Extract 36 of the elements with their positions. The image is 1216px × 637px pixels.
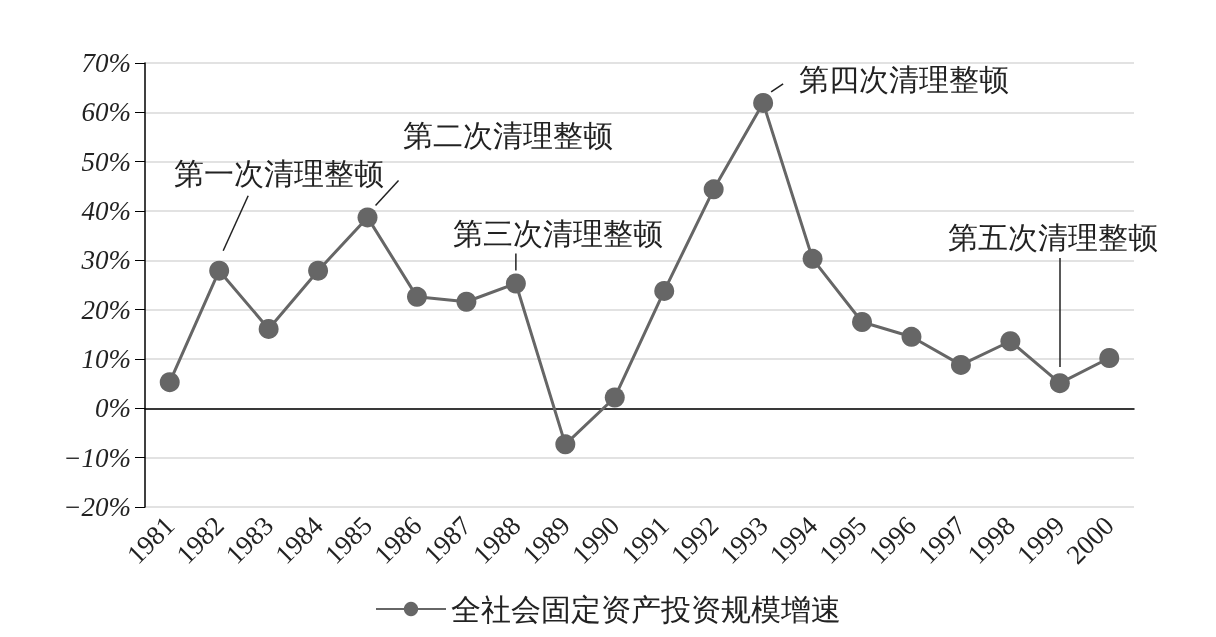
y-tick-label: 30% (80, 245, 131, 276)
point (308, 260, 329, 281)
annotation: 第五次清理整顿 (948, 220, 1158, 254)
annotation: 第二次清理整顿 (402, 118, 613, 152)
point (802, 248, 823, 269)
point (703, 179, 724, 200)
point (407, 286, 427, 307)
y-tick-label: 0% (95, 393, 131, 424)
annotation: 第一次清理整顿 (174, 157, 385, 191)
legend-label: 全社会固定资产投资规模增速 (451, 592, 841, 626)
point (604, 387, 625, 408)
point (209, 260, 230, 281)
point (901, 326, 922, 347)
point (753, 92, 774, 113)
point (852, 312, 873, 332)
point (555, 434, 576, 455)
point (159, 372, 180, 393)
y-tick-label: 40% (81, 196, 131, 226)
point (950, 354, 971, 375)
y-tick-label: 20% (81, 294, 131, 325)
point (456, 291, 477, 312)
point (258, 318, 279, 339)
point (1049, 373, 1070, 394)
annotation: 第四次清理整顿 (799, 63, 1010, 97)
y-tick-label: −10% (63, 442, 131, 473)
point (357, 207, 378, 228)
point (505, 273, 526, 294)
point (654, 280, 675, 301)
y-tick-label: 10% (81, 344, 131, 374)
y-tick-label: 50% (81, 146, 131, 177)
point (1000, 331, 1021, 352)
point (1099, 348, 1120, 369)
annotation: 第三次清理整顿 (452, 217, 663, 251)
y-tick-label: −20% (63, 492, 131, 522)
y-tick-label: 70% (81, 48, 131, 78)
y-tick-label: 60% (81, 97, 131, 128)
